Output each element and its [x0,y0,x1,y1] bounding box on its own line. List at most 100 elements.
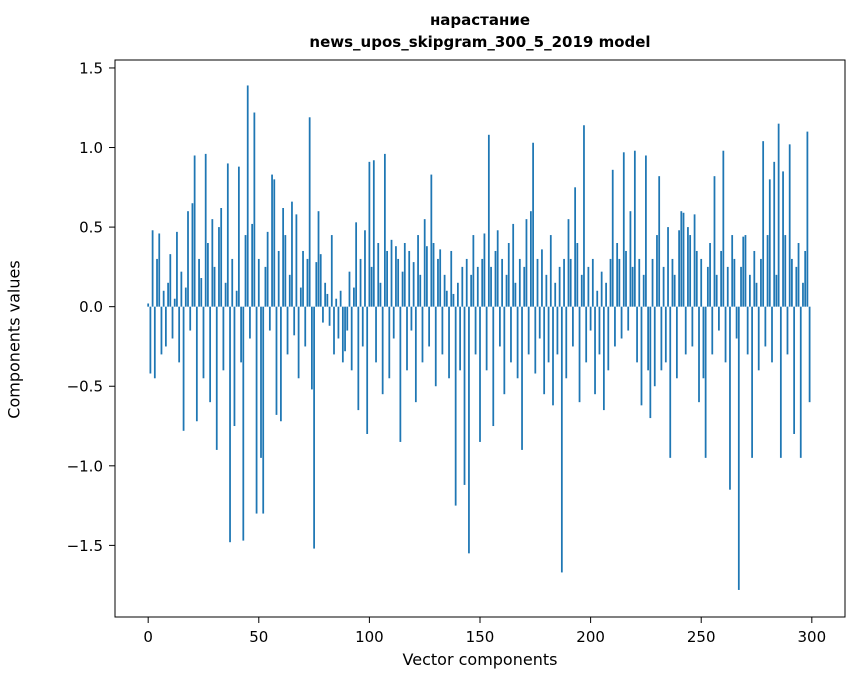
bar [726,266,729,307]
bar [565,306,568,379]
bar [560,306,563,573]
bar [357,306,360,411]
bar [753,250,756,307]
bar [656,235,658,307]
bar [782,171,784,307]
chart-subtitle: news_upos_skipgram_300_5_2019 model [309,32,651,51]
bar [193,155,196,307]
bar [680,211,683,307]
bar [173,298,176,307]
bar [308,117,311,307]
bar [408,250,411,307]
bar [742,236,745,307]
bar [784,235,787,307]
bar [704,306,707,458]
bar [664,306,667,363]
bar [297,306,300,379]
bar [277,250,280,307]
bar [802,282,804,307]
bar [563,258,565,307]
bar [231,258,234,307]
bar [421,306,424,363]
bar [202,306,205,379]
bar [744,235,747,307]
bar [246,85,249,307]
bar [235,290,238,307]
bar [669,306,672,458]
bar [501,258,504,307]
bar [594,306,596,395]
bar [445,290,448,307]
bar [465,258,468,307]
bar [516,306,519,379]
bar [472,235,475,307]
bar [167,282,169,307]
bar [211,219,214,307]
bar [718,306,720,331]
bar [713,176,716,307]
bar [538,306,541,339]
bar [372,160,375,307]
bar [317,211,320,307]
bar [191,203,194,307]
bar [333,306,335,355]
bar [184,287,187,307]
bar [439,249,442,307]
bar [748,274,751,307]
bar [461,266,464,307]
bar [226,163,229,307]
bar [156,258,158,307]
y-tick-label: −0.5 [67,378,103,396]
bar [149,306,152,374]
bar [412,262,415,307]
bar [215,306,218,450]
bar [237,166,240,307]
bar [722,150,725,307]
bar [224,282,227,307]
bar [169,254,172,307]
bar [693,214,696,307]
bar [306,258,309,307]
y-tick-label: −1.0 [67,457,103,475]
bar [614,306,616,347]
bar [229,306,231,543]
bar [251,223,254,307]
bar [660,306,663,371]
bar [662,266,665,307]
bar [364,230,366,307]
bar [204,153,207,307]
bar [262,306,265,514]
bar [651,258,654,307]
bar [233,306,236,427]
bar [370,266,373,307]
bar [627,306,630,331]
bar [266,231,269,307]
bar [536,258,539,307]
bar [268,306,271,331]
bar [414,306,417,403]
bar [487,134,490,307]
bar [779,306,782,458]
bar [518,258,521,307]
bar [706,266,709,307]
bar [454,306,457,506]
bar [618,258,621,307]
bar [521,306,523,450]
bar [729,306,731,490]
bar [242,306,245,541]
bar [463,306,466,485]
bar [375,306,377,363]
bar [602,306,605,411]
bar [187,211,189,307]
bar [257,258,260,307]
bar [392,306,395,339]
bar [483,233,486,307]
bar [607,306,610,371]
bar [766,235,769,307]
bar [514,282,517,307]
bar [625,250,627,307]
bar [527,306,530,355]
bar [541,249,543,307]
bar [328,306,331,326]
bar [777,123,780,307]
